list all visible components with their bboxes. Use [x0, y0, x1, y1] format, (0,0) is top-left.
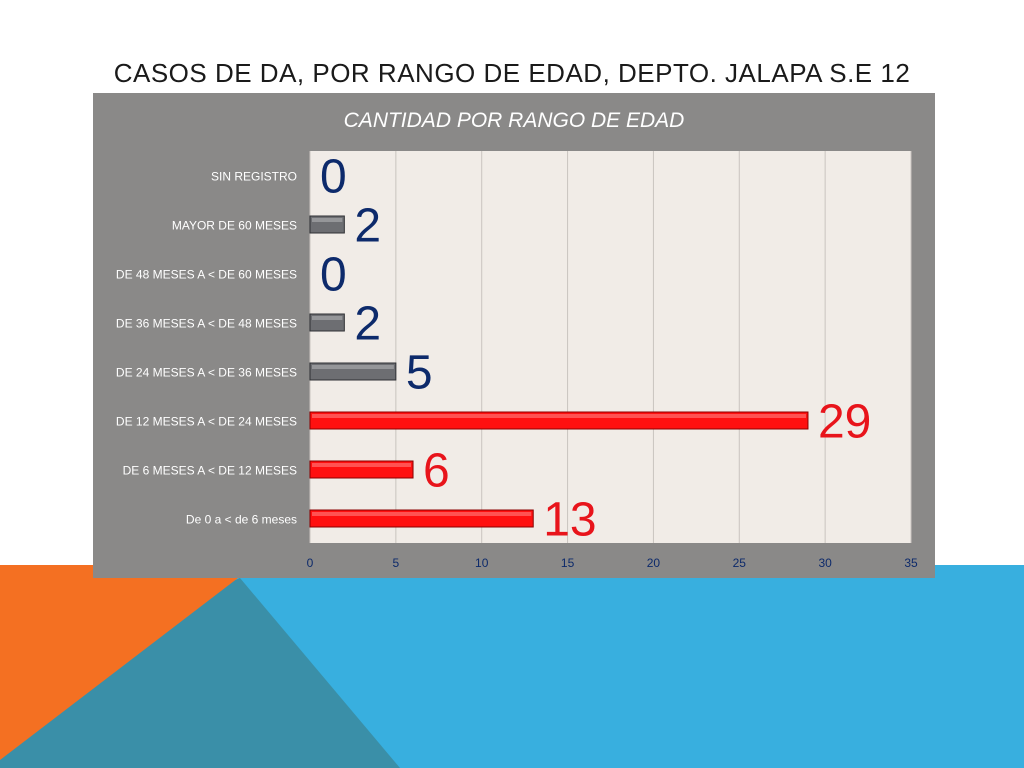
bar-highlight: [312, 365, 394, 369]
bg-orange-shape: [0, 565, 255, 760]
bar-chart: CANTIDAD POR RANGO DE EDAD SIN REGISTRO M…: [116, 109, 918, 570]
x-tick-label: 15: [561, 556, 575, 570]
bar-highlight: [312, 463, 412, 467]
slide-title: CASOS DE DA, POR RANGO DE EDAD, DEPTO. J…: [113, 58, 911, 88]
x-tick-label: 10: [475, 556, 489, 570]
data-label: 2: [354, 200, 381, 253]
category-label: SIN REGISTRO: [211, 170, 297, 184]
x-tick-label: 5: [393, 556, 400, 570]
data-label: 5: [406, 347, 433, 400]
data-label: 0: [320, 151, 347, 204]
category-label: De 0 a < de 6 meses: [186, 513, 297, 527]
data-label: 13: [543, 494, 596, 547]
chart-panel: CANTIDAD POR RANGO DE EDAD SIN REGISTRO M…: [93, 93, 935, 578]
bar-highlight: [312, 414, 806, 418]
bar-highlight: [312, 218, 343, 222]
bar: [309, 362, 397, 381]
chart-title: CANTIDAD POR RANGO DE EDAD: [344, 109, 685, 132]
category-label: DE 12 MESES A < DE 24 MESES: [116, 415, 297, 429]
x-tick-label: 30: [818, 556, 832, 570]
x-tick-label: 35: [904, 556, 918, 570]
data-label: 6: [423, 445, 450, 498]
data-label: 0: [320, 249, 347, 302]
x-tick-label: 20: [647, 556, 661, 570]
plot-area: [310, 151, 911, 543]
category-label: DE 24 MESES A < DE 36 MESES: [116, 366, 297, 380]
category-label: MAYOR DE 60 MESES: [172, 219, 297, 233]
bar: [309, 313, 345, 332]
bg-dark-blue-shape: [0, 578, 400, 768]
data-label: 29: [818, 396, 871, 449]
category-label: DE 6 MESES A < DE 12 MESES: [123, 464, 297, 478]
bar: [309, 215, 345, 234]
data-label: 2: [354, 298, 381, 351]
category-labels: SIN REGISTRO MAYOR DE 60 MESES DE 48 MESES…: [116, 170, 297, 527]
bars: [309, 215, 809, 528]
x-tick-label: 0: [307, 556, 314, 570]
category-label: DE 36 MESES A < DE 48 MESES: [116, 317, 297, 331]
bar-highlight: [312, 512, 532, 516]
category-label: DE 48 MESES A < DE 60 MESES: [116, 268, 297, 282]
bar: [309, 509, 534, 528]
bar-highlight: [312, 316, 343, 320]
x-tick-label: 25: [733, 556, 747, 570]
bar: [309, 460, 414, 479]
bar: [309, 411, 809, 430]
x-tick-labels: 0 5 10 15 20 25 30 35: [307, 556, 918, 570]
